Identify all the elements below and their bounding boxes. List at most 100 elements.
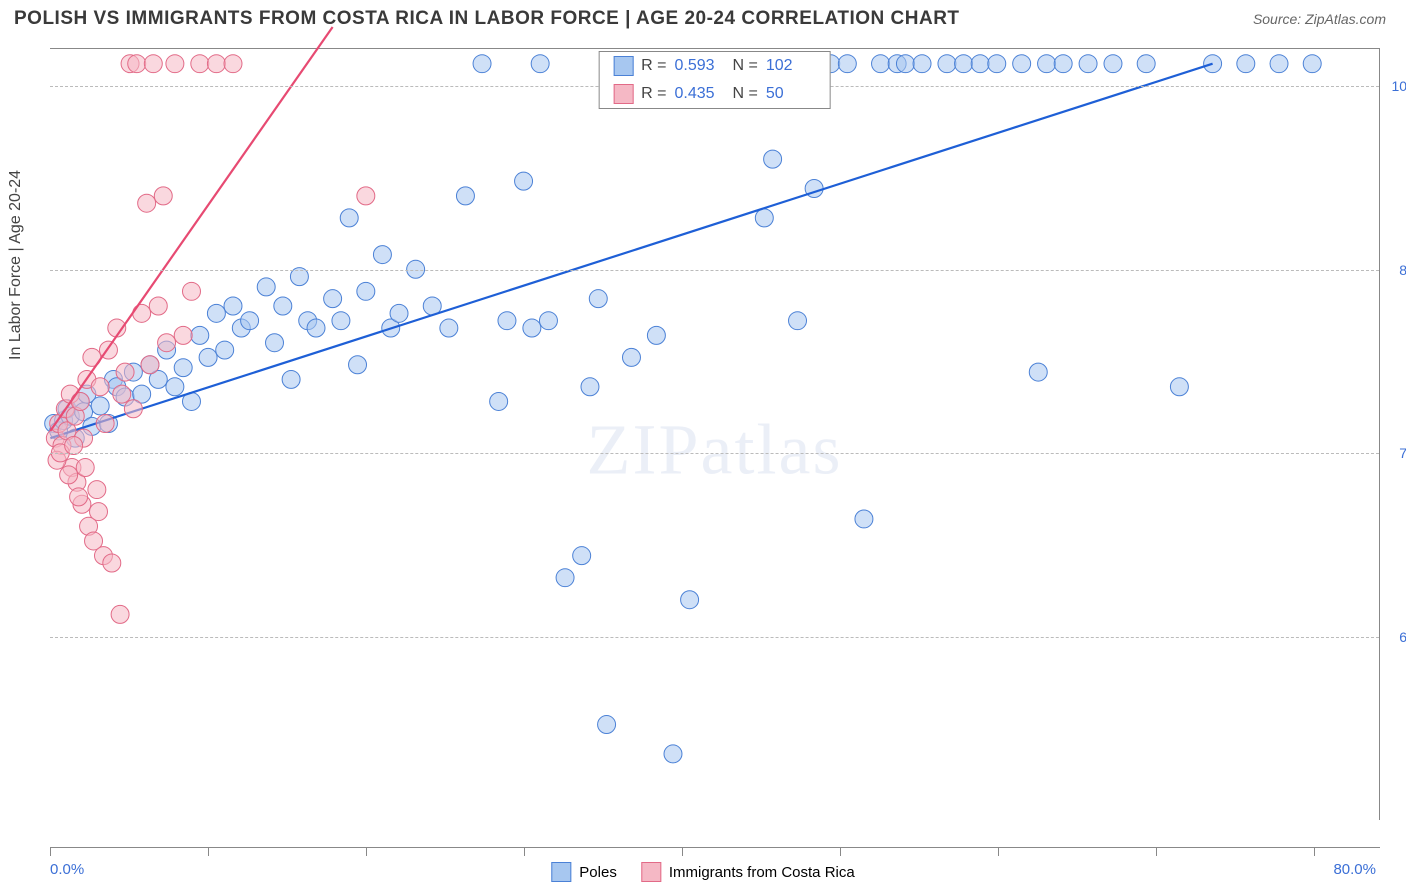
data-point: [955, 55, 973, 73]
legend-swatch: [613, 84, 633, 104]
data-point: [1013, 55, 1031, 73]
y-tick-label: 100.0%: [1392, 78, 1406, 94]
data-point: [647, 326, 665, 344]
legend-r-label: R =: [641, 85, 666, 103]
data-point: [1079, 55, 1097, 73]
data-point: [1270, 55, 1288, 73]
source-attribution: Source: ZipAtlas.com: [1253, 11, 1386, 27]
data-point: [241, 312, 259, 330]
data-point: [113, 385, 131, 403]
data-point: [103, 554, 121, 572]
data-point: [191, 55, 209, 73]
data-point: [373, 246, 391, 264]
x-tick: [682, 848, 683, 856]
data-point: [896, 55, 914, 73]
data-point: [1170, 378, 1188, 396]
chart-title: POLISH VS IMMIGRANTS FROM COSTA RICA IN …: [14, 8, 960, 30]
data-point: [1104, 55, 1122, 73]
data-point: [257, 278, 275, 296]
data-point: [199, 348, 217, 366]
data-point: [124, 400, 142, 418]
y-tick-label: 75.0%: [1399, 445, 1406, 461]
data-point: [872, 55, 890, 73]
data-point: [349, 356, 367, 374]
data-point: [96, 414, 114, 432]
data-point: [1303, 55, 1321, 73]
data-point: [938, 55, 956, 73]
x-axis-max-label: 80.0%: [1333, 861, 1376, 878]
y-axis-title: In Labor Force | Age 20-24: [7, 170, 25, 360]
x-axis-line: [50, 847, 1380, 848]
legend-item: Immigrants from Costa Rica: [641, 862, 855, 882]
data-point: [138, 194, 156, 212]
x-tick: [1156, 848, 1157, 856]
source-label: Source:: [1253, 11, 1305, 27]
data-point: [149, 297, 167, 315]
data-point: [1237, 55, 1255, 73]
data-point: [324, 290, 342, 308]
legend-n-value: 50: [766, 85, 816, 103]
trend-line: [50, 64, 1212, 438]
legend-label: Immigrants from Costa Rica: [669, 864, 855, 881]
scatter-svg: [50, 49, 1379, 820]
legend-n-label: N =: [733, 57, 758, 75]
data-point: [515, 172, 533, 190]
data-point: [128, 55, 146, 73]
data-point: [340, 209, 358, 227]
data-point: [523, 319, 541, 337]
data-point: [838, 55, 856, 73]
data-point: [65, 437, 83, 455]
data-point: [1038, 55, 1056, 73]
data-point: [357, 187, 375, 205]
data-point: [971, 55, 989, 73]
data-point: [183, 282, 201, 300]
data-point: [90, 503, 108, 521]
gridline: [50, 637, 1379, 638]
legend-r-label: R =: [641, 57, 666, 75]
x-axis-min-label: 0.0%: [50, 861, 84, 878]
data-point: [556, 569, 574, 587]
y-tick-label: 62.5%: [1399, 629, 1406, 645]
legend-n-value: 102: [766, 57, 816, 75]
legend-row: R = 0.435 N = 50: [599, 80, 830, 108]
legend-swatch: [613, 56, 633, 76]
legend-item: Poles: [551, 862, 617, 882]
source-value: ZipAtlas.com: [1305, 11, 1386, 27]
data-point: [111, 605, 129, 623]
data-point: [755, 209, 773, 227]
data-point: [490, 392, 508, 410]
data-point: [224, 297, 242, 315]
data-point: [622, 348, 640, 366]
data-point: [88, 481, 106, 499]
data-point: [332, 312, 350, 330]
data-point: [158, 334, 176, 352]
data-point: [473, 55, 491, 73]
data-point: [1029, 363, 1047, 381]
data-point: [764, 150, 782, 168]
y-tick-label: 87.5%: [1399, 262, 1406, 278]
gridline: [50, 270, 1379, 271]
x-tick: [524, 848, 525, 856]
data-point: [154, 187, 172, 205]
data-point: [282, 370, 300, 388]
data-point: [207, 55, 225, 73]
data-point: [390, 304, 408, 322]
legend-swatch: [641, 862, 661, 882]
gridline: [50, 453, 1379, 454]
data-point: [1137, 55, 1155, 73]
legend-row: R = 0.593 N = 102: [599, 52, 830, 80]
legend-r-value: 0.593: [675, 57, 725, 75]
x-tick: [998, 848, 999, 856]
legend-r-value: 0.435: [675, 85, 725, 103]
data-point: [913, 55, 931, 73]
x-tick: [50, 848, 51, 856]
series-legend: Poles Immigrants from Costa Rica: [551, 862, 854, 882]
data-point: [60, 466, 78, 484]
data-point: [539, 312, 557, 330]
data-point: [207, 304, 225, 322]
data-point: [166, 55, 184, 73]
data-point: [191, 326, 209, 344]
data-point: [988, 55, 1006, 73]
data-point: [664, 745, 682, 763]
x-tick: [208, 848, 209, 856]
